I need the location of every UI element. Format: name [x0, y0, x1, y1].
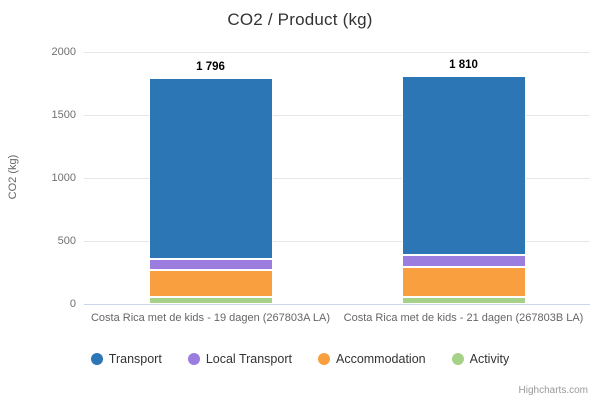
y-tick-label-0: 0 — [69, 298, 76, 310]
legend-item-activity[interactable]: Activity — [451, 352, 510, 366]
legend-label: Transport — [108, 352, 162, 366]
y-tick-label-1000: 1000 — [51, 172, 76, 184]
legend-label: Local Transport — [205, 352, 292, 366]
legend-item-local-transport[interactable]: Local Transport — [187, 352, 292, 366]
y-tick-label-1500: 1500 — [51, 109, 76, 121]
legend-label: Accommodation — [335, 352, 426, 366]
legend: Transport Local Transport Accommodation Act… — [0, 352, 600, 366]
y-tick-label-500: 500 — [57, 235, 76, 247]
bar-segment-activity[interactable] — [148, 296, 273, 304]
legend-marker-icon — [451, 353, 464, 365]
bar-total-label-1: 1 796 — [196, 60, 225, 73]
bar-segment-accommodation[interactable] — [148, 269, 273, 297]
chart-title: CO2 / Product (kg) — [227, 10, 373, 29]
bar-segment-local-transport[interactable] — [148, 259, 273, 270]
gridline-500 — [84, 241, 590, 242]
legend-item-accommodation[interactable]: Accommodation — [317, 352, 426, 366]
legend-item-transport[interactable]: Transport — [90, 352, 162, 366]
legend-marker-icon — [187, 353, 200, 365]
gridline-2000 — [84, 52, 590, 53]
stacked-bar-1[interactable] — [148, 77, 273, 304]
gridline-1000 — [84, 178, 590, 179]
plot-area — [84, 52, 590, 304]
bar-segment-accommodation[interactable] — [401, 266, 526, 298]
stacked-bar-2[interactable] — [401, 75, 526, 304]
bar-total-label-2: 1 810 — [449, 58, 478, 71]
legend-marker-icon — [90, 353, 103, 365]
credits-link[interactable]: Highcharts.com — [518, 385, 588, 396]
bar-segment-transport[interactable] — [148, 77, 273, 260]
gridline-1500 — [84, 115, 590, 116]
bar-segment-transport[interactable] — [401, 75, 526, 255]
x-category-label-1: Costa Rica met de kids - 19 dagen (26780… — [90, 312, 331, 324]
legend-marker-icon — [317, 353, 330, 365]
x-axis-line — [84, 304, 590, 305]
x-category-label-2: Costa Rica met de kids - 21 dagen (26780… — [343, 312, 584, 324]
bar-segment-activity[interactable] — [401, 297, 526, 304]
legend-label: Activity — [469, 352, 510, 366]
x-axis-labels: Costa Rica met de kids - 19 dagen (26780… — [84, 311, 590, 327]
bar-segment-local-transport[interactable] — [401, 254, 526, 267]
y-tick-label-2000: 2000 — [51, 46, 76, 58]
